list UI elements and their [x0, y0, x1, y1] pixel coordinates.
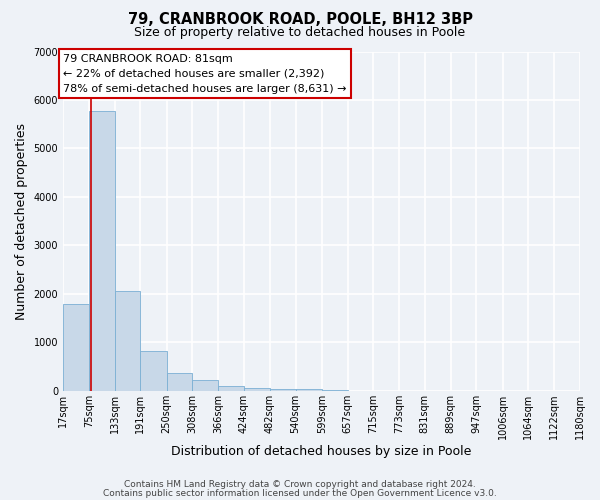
Y-axis label: Number of detached properties: Number of detached properties — [15, 122, 28, 320]
Bar — [167, 372, 193, 390]
Bar — [63, 304, 89, 390]
Bar — [193, 380, 218, 390]
Bar — [270, 389, 296, 390]
Bar — [296, 389, 322, 390]
Bar — [89, 110, 115, 390]
Text: Contains HM Land Registry data © Crown copyright and database right 2024.: Contains HM Land Registry data © Crown c… — [124, 480, 476, 489]
Bar — [244, 388, 270, 390]
Text: 79 CRANBROOK ROAD: 81sqm
← 22% of detached houses are smaller (2,392)
78% of sem: 79 CRANBROOK ROAD: 81sqm ← 22% of detach… — [63, 54, 347, 94]
Bar — [140, 351, 167, 391]
Bar — [218, 386, 244, 390]
Text: Contains public sector information licensed under the Open Government Licence v3: Contains public sector information licen… — [103, 489, 497, 498]
Bar — [115, 292, 140, 390]
X-axis label: Distribution of detached houses by size in Poole: Distribution of detached houses by size … — [172, 444, 472, 458]
Text: 79, CRANBROOK ROAD, POOLE, BH12 3BP: 79, CRANBROOK ROAD, POOLE, BH12 3BP — [128, 12, 473, 28]
Text: Size of property relative to detached houses in Poole: Size of property relative to detached ho… — [134, 26, 466, 39]
